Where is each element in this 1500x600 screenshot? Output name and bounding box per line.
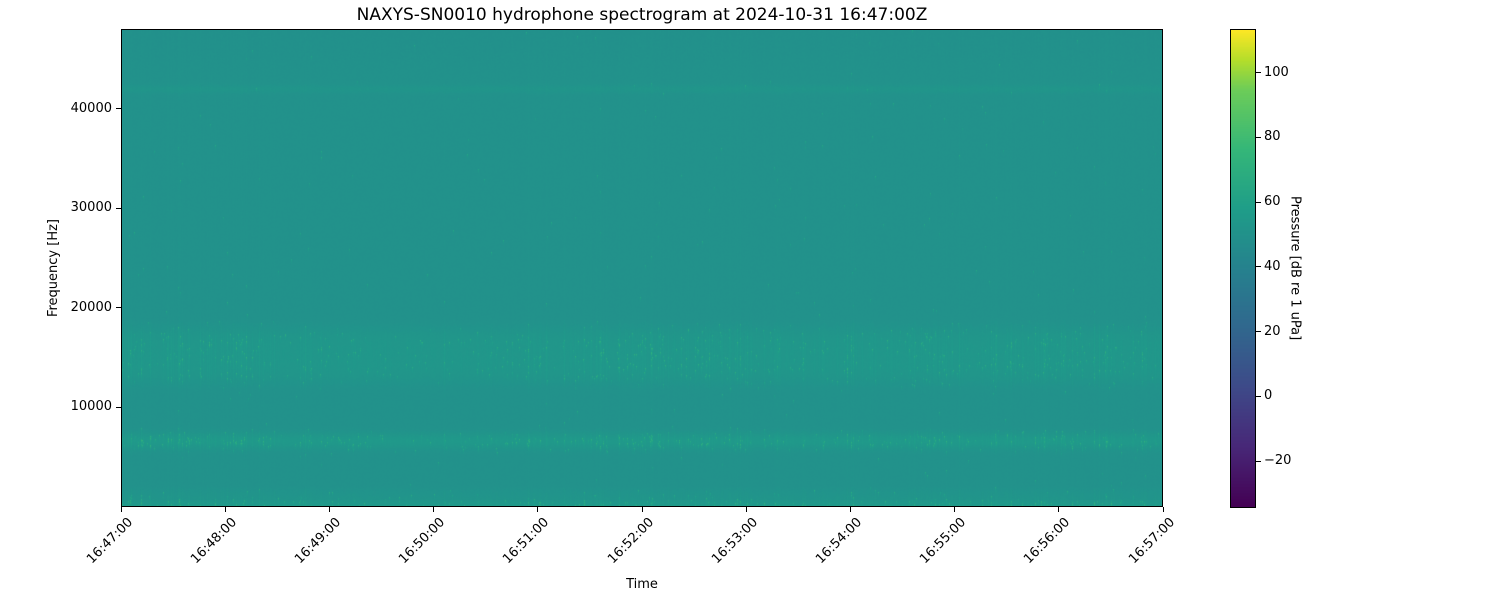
x-tick-mark bbox=[745, 507, 747, 512]
x-tick-label: 16:47:00 bbox=[83, 515, 136, 567]
colorbar-tick-label: 0 bbox=[1264, 388, 1273, 404]
y-tick-mark bbox=[116, 207, 121, 209]
x-tick-label: 16:56:00 bbox=[1021, 515, 1074, 567]
colorbar-tick-mark bbox=[1256, 331, 1261, 333]
x-tick-mark bbox=[224, 507, 226, 512]
x-tick-mark bbox=[1058, 507, 1060, 512]
y-tick-label: 40000 bbox=[70, 100, 112, 116]
x-axis-label: Time bbox=[626, 577, 658, 592]
colorbar-tick-mark bbox=[1256, 395, 1261, 397]
x-tick-mark bbox=[1162, 507, 1164, 512]
x-tick-mark bbox=[641, 507, 643, 512]
x-tick-mark bbox=[328, 507, 330, 512]
x-tick-mark bbox=[954, 507, 956, 512]
colorbar-label-wrap: Pressure [dB re 1 uPa] bbox=[1286, 29, 1304, 508]
y-tick-label: 30000 bbox=[70, 200, 112, 216]
y-tick-mark bbox=[116, 406, 121, 408]
colorbar-tick-label: 80 bbox=[1264, 129, 1281, 145]
colorbar-tick-label: 60 bbox=[1264, 194, 1281, 210]
colorbar-tick-label: 100 bbox=[1264, 64, 1289, 80]
chart-title: NAXYS-SN0010 hydrophone spectrogram at 2… bbox=[356, 5, 928, 25]
x-tick-mark bbox=[433, 507, 435, 512]
colorbar-tick-mark bbox=[1256, 201, 1261, 203]
colorbar-canvas bbox=[1231, 30, 1255, 507]
x-tick-label: 16:52:00 bbox=[604, 515, 657, 567]
plot-area bbox=[121, 29, 1163, 507]
colorbar-tick-mark bbox=[1256, 266, 1261, 268]
x-tick-mark bbox=[120, 507, 122, 512]
colorbar-tick-label: 20 bbox=[1264, 323, 1281, 339]
x-tick-label: 16:54:00 bbox=[813, 515, 866, 567]
colorbar-tick-label: −20 bbox=[1264, 453, 1292, 469]
x-tick-label: 16:55:00 bbox=[917, 515, 970, 567]
x-tick-mark bbox=[849, 507, 851, 512]
colorbar bbox=[1230, 29, 1256, 508]
x-tick-label: 16:51:00 bbox=[500, 515, 553, 567]
x-tick-label: 16:48:00 bbox=[187, 515, 240, 567]
x-tick-label: 16:49:00 bbox=[292, 515, 345, 567]
x-tick-mark bbox=[537, 507, 539, 512]
spectrogram-canvas bbox=[121, 29, 1163, 507]
colorbar-tick-mark bbox=[1256, 460, 1261, 462]
y-tick-label: 20000 bbox=[70, 299, 112, 315]
y-tick-label: 10000 bbox=[70, 399, 112, 415]
colorbar-label: Pressure [dB re 1 uPa] bbox=[1287, 196, 1303, 341]
colorbar-tick-mark bbox=[1256, 72, 1261, 74]
y-tick-mark bbox=[116, 307, 121, 309]
y-tick-mark bbox=[116, 108, 121, 110]
colorbar-tick-label: 40 bbox=[1264, 258, 1281, 274]
colorbar-tick-mark bbox=[1256, 136, 1261, 138]
x-tick-label: 16:50:00 bbox=[396, 515, 449, 567]
x-tick-label: 16:57:00 bbox=[1125, 515, 1178, 567]
x-tick-label: 16:53:00 bbox=[708, 515, 761, 567]
